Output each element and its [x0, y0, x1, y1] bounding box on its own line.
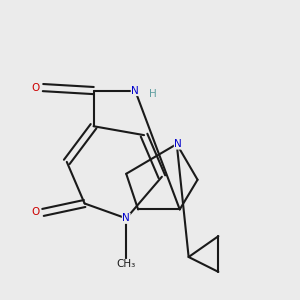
Text: N: N — [131, 85, 139, 96]
Text: O: O — [32, 82, 40, 93]
Text: N: N — [174, 139, 182, 149]
Text: O: O — [32, 207, 40, 218]
Text: CH₃: CH₃ — [117, 260, 136, 269]
Text: N: N — [122, 213, 130, 224]
Text: H: H — [149, 88, 157, 98]
